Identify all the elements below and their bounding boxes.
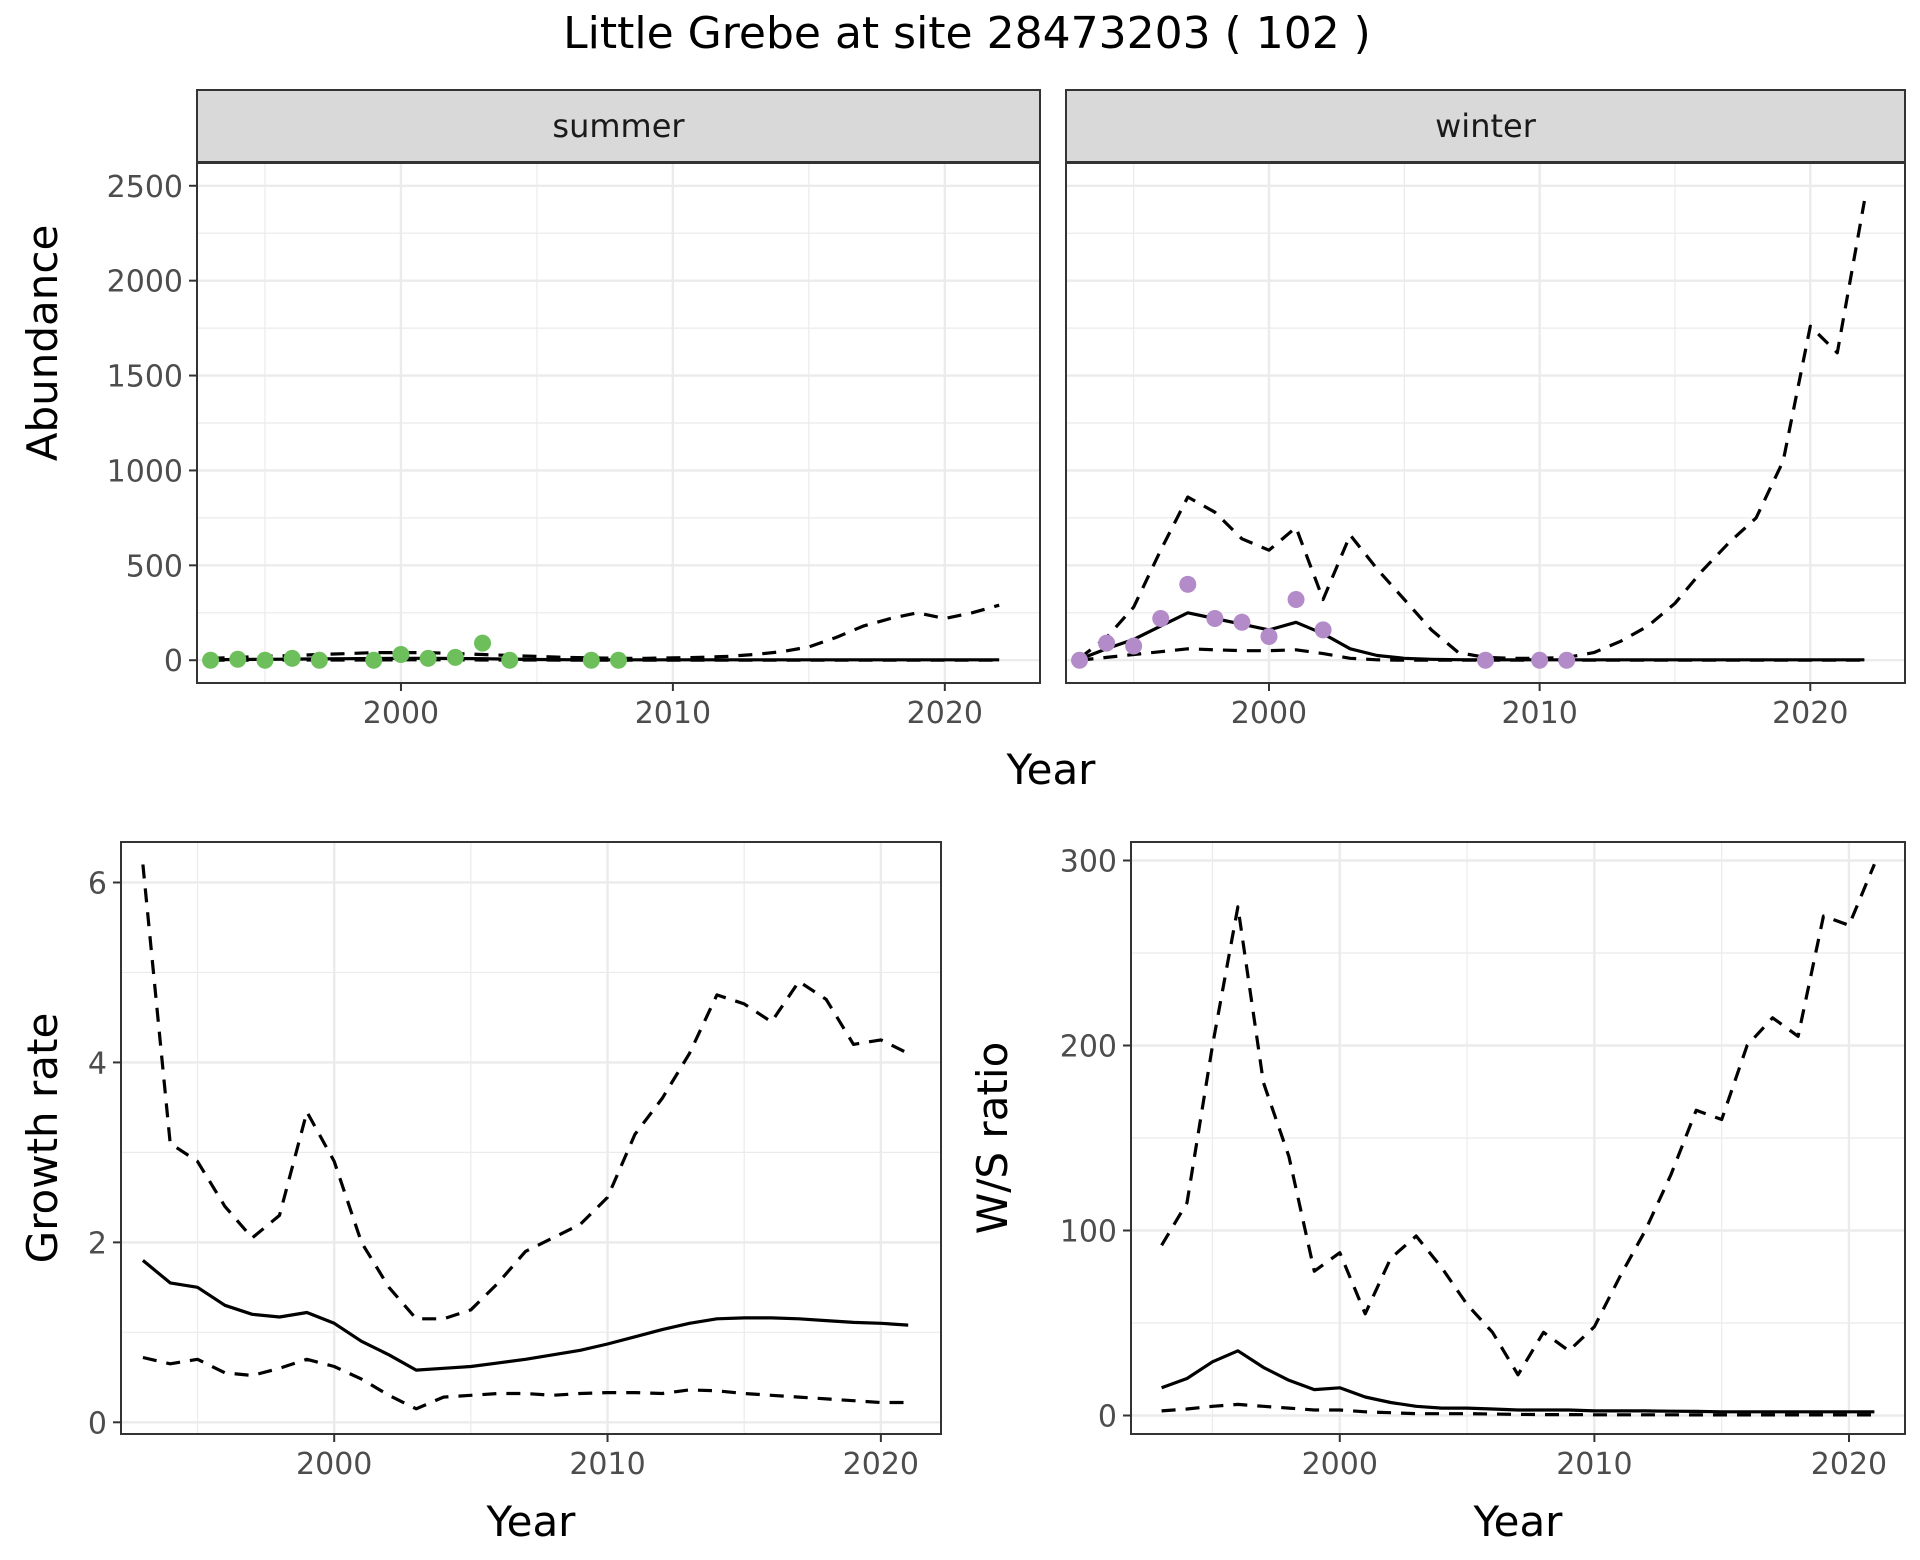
observation-point	[1206, 609, 1224, 627]
observation-point	[283, 649, 301, 667]
observation-point	[1179, 575, 1197, 593]
facet-label: winter	[1435, 107, 1537, 145]
y-tick-label: 200	[1060, 1030, 1117, 1065]
panel-growth_rate: 2000 2010 2020 0 2 4 6 Year Growth rate	[18, 841, 942, 1546]
y-tick-label: 0	[164, 644, 183, 679]
series-line-upper	[141, 864, 909, 1321]
x-axis-title: Year	[1006, 745, 1097, 794]
y-axis-title: Growth rate	[18, 1013, 67, 1264]
panel-ws_ratio: 2000 2010 2020 0 100 200 300 Year W/S ratio	[968, 841, 1906, 1546]
observation-point	[1098, 634, 1116, 652]
facet-strip	[1065, 89, 1906, 163]
observation-point	[1531, 651, 1549, 669]
series-line-upper	[1078, 200, 1866, 660]
x-tick-label: 2010	[635, 696, 711, 731]
series-line-upper	[1160, 863, 1876, 1377]
observation-point	[419, 649, 437, 667]
observation-point	[365, 651, 383, 669]
x-tick-label: 2020	[1772, 696, 1848, 731]
x-tick-label: 2000	[1231, 696, 1307, 731]
observation-point	[229, 650, 247, 668]
observation-point	[392, 646, 410, 664]
x-tick-label: 2010	[1556, 1447, 1632, 1482]
observation-point	[1477, 651, 1494, 669]
y-tick-label: 2500	[107, 170, 183, 205]
facet-label: summer	[552, 107, 685, 145]
y-tick-label: 0	[88, 1406, 107, 1441]
observation-point	[1233, 613, 1251, 631]
observation-point	[202, 651, 220, 669]
main-title: Little Grebe at site 28473203 ( 102 )	[563, 8, 1371, 59]
observation-point	[582, 651, 600, 669]
x-tick-label: 2000	[1302, 1447, 1378, 1482]
observation-point	[310, 651, 328, 669]
panel-border	[1130, 841, 1906, 1435]
y-axis-title: Abundance	[18, 225, 67, 462]
series-line-lower	[1079, 647, 1865, 662]
y-tick-label: 300	[1060, 845, 1117, 880]
panel-abundance_summer: summer 2000 2010 2020 0 500 1000 1500 2000 2500 Ab…	[18, 89, 1041, 731]
panel-border	[120, 841, 942, 1435]
x-axis-title: Year	[486, 1497, 577, 1546]
x-tick-label: 2010	[569, 1447, 645, 1482]
observation-point	[610, 651, 627, 669]
observation-point	[1558, 651, 1576, 669]
series-line-estimate	[141, 1259, 909, 1372]
facet-strip	[196, 89, 1041, 163]
y-tick-label: 1000	[107, 454, 183, 489]
series-line-upper	[210, 603, 1000, 660]
observation-point	[1071, 651, 1089, 669]
x-tick-label: 2000	[296, 1447, 372, 1482]
observation-point	[1152, 609, 1170, 627]
x-tick-label: 2000	[363, 696, 439, 731]
series-line-estimate	[1161, 1349, 1875, 1414]
y-tick-label: 100	[1060, 1215, 1117, 1250]
observation-point	[1287, 590, 1305, 608]
y-tick-label: 1500	[107, 360, 183, 395]
x-tick-label: 2020	[843, 1447, 919, 1482]
y-tick-label: 4	[88, 1046, 107, 1081]
observation-point	[256, 651, 274, 669]
y-tick-label: 0	[1098, 1400, 1117, 1435]
series-line-lower	[142, 1355, 909, 1411]
observation-point	[1260, 628, 1278, 646]
observation-point	[474, 634, 492, 652]
y-tick-label: 6	[88, 866, 107, 901]
y-tick-label: 500	[126, 549, 183, 584]
observation-point	[501, 651, 519, 669]
y-axis-title: W/S ratio	[968, 1042, 1017, 1235]
x-tick-label: 2010	[1501, 696, 1577, 731]
observation-point	[446, 648, 464, 666]
y-tick-label: 2000	[107, 265, 183, 300]
panel-abundance_winter: winter 2000 2010 2020 Year	[1006, 89, 1906, 794]
observation-point	[1125, 637, 1143, 655]
y-tick-label: 2	[88, 1226, 107, 1261]
x-axis-title: Year	[1473, 1497, 1564, 1546]
observation-point	[1314, 621, 1332, 639]
x-tick-label: 2020	[907, 696, 983, 731]
x-tick-label: 2020	[1811, 1447, 1887, 1482]
